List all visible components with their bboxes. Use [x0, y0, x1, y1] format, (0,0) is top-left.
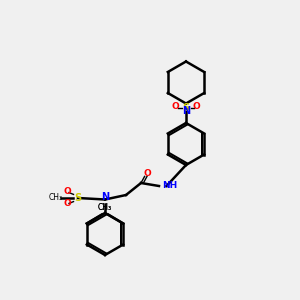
Text: S: S: [74, 193, 82, 203]
Text: O: O: [172, 102, 179, 111]
Text: N: N: [182, 106, 190, 116]
Text: NH: NH: [162, 182, 177, 190]
Text: CH₃: CH₃: [98, 203, 112, 212]
Text: O: O: [193, 102, 200, 111]
Text: O: O: [64, 200, 71, 208]
Text: O: O: [144, 169, 152, 178]
Text: CH₃: CH₃: [98, 203, 112, 212]
Text: CH₃: CH₃: [48, 194, 63, 202]
Text: O: O: [64, 188, 71, 196]
Text: S: S: [182, 103, 190, 113]
Text: N: N: [101, 193, 109, 202]
